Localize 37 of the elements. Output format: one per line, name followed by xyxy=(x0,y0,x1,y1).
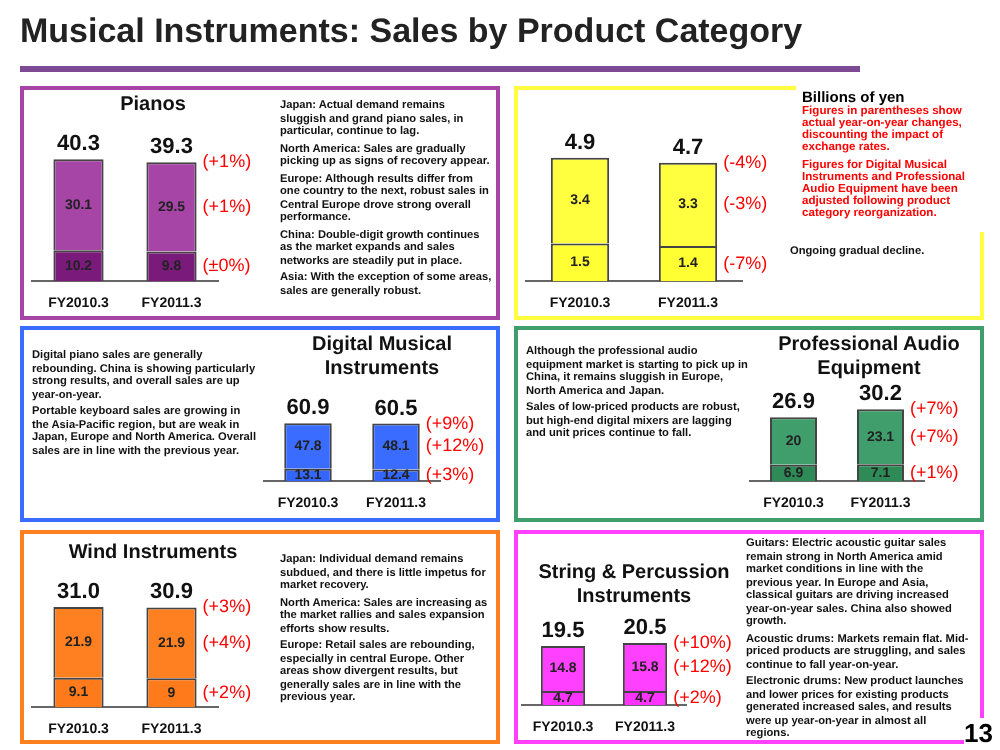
annotation: (+2%) xyxy=(673,687,722,708)
annotation: (+4%) xyxy=(202,631,252,652)
chart-title: String & Percussion Instruments xyxy=(536,562,732,610)
chart-title: Digital Musical Instruments xyxy=(309,334,454,382)
annotation: (-3%) xyxy=(723,193,768,214)
text: Musical Instruments: Sales by Product Category xyxy=(20,12,805,52)
annotation: (-4%) xyxy=(723,151,768,172)
annotation: (+2%) xyxy=(202,681,252,702)
annotation: (+12%) xyxy=(425,435,485,456)
total-label: 31.0 xyxy=(57,580,100,605)
chart-title: Pianos xyxy=(118,94,188,118)
annotation: (±0%) xyxy=(202,255,251,276)
annotation: (+10%) xyxy=(673,631,732,652)
chart-title: Wind Instruments xyxy=(66,542,240,566)
annotation: (+9%) xyxy=(425,412,475,433)
total-label: 20.5 xyxy=(623,615,667,640)
total-label: 26.9 xyxy=(772,390,815,415)
annotation: (+7%) xyxy=(909,425,959,446)
text: 13 xyxy=(964,718,993,748)
total-label: 30.9 xyxy=(150,580,193,605)
annotation: (+7%) xyxy=(909,398,959,419)
total-label: 4.7 xyxy=(672,135,704,160)
annotation: (+1%) xyxy=(202,195,252,216)
total-label: 60.5 xyxy=(374,396,418,421)
annotation: (+3%) xyxy=(202,596,252,617)
total-label: 19.5 xyxy=(541,618,585,643)
annotation: (-7%) xyxy=(723,252,768,273)
annotation: (+1%) xyxy=(202,151,252,172)
annotation: (+12%) xyxy=(673,655,732,676)
total-label: 4.9 xyxy=(564,130,596,155)
annotation: (+1%) xyxy=(909,461,959,482)
total-label: 60.9 xyxy=(286,396,330,421)
total-label: 30.2 xyxy=(859,382,902,407)
total-label: 40.3 xyxy=(57,132,100,157)
annotation: (+3%) xyxy=(425,464,475,485)
chart-title: Professional Audio Equipment xyxy=(776,334,962,382)
total-label: 39.3 xyxy=(150,135,193,160)
